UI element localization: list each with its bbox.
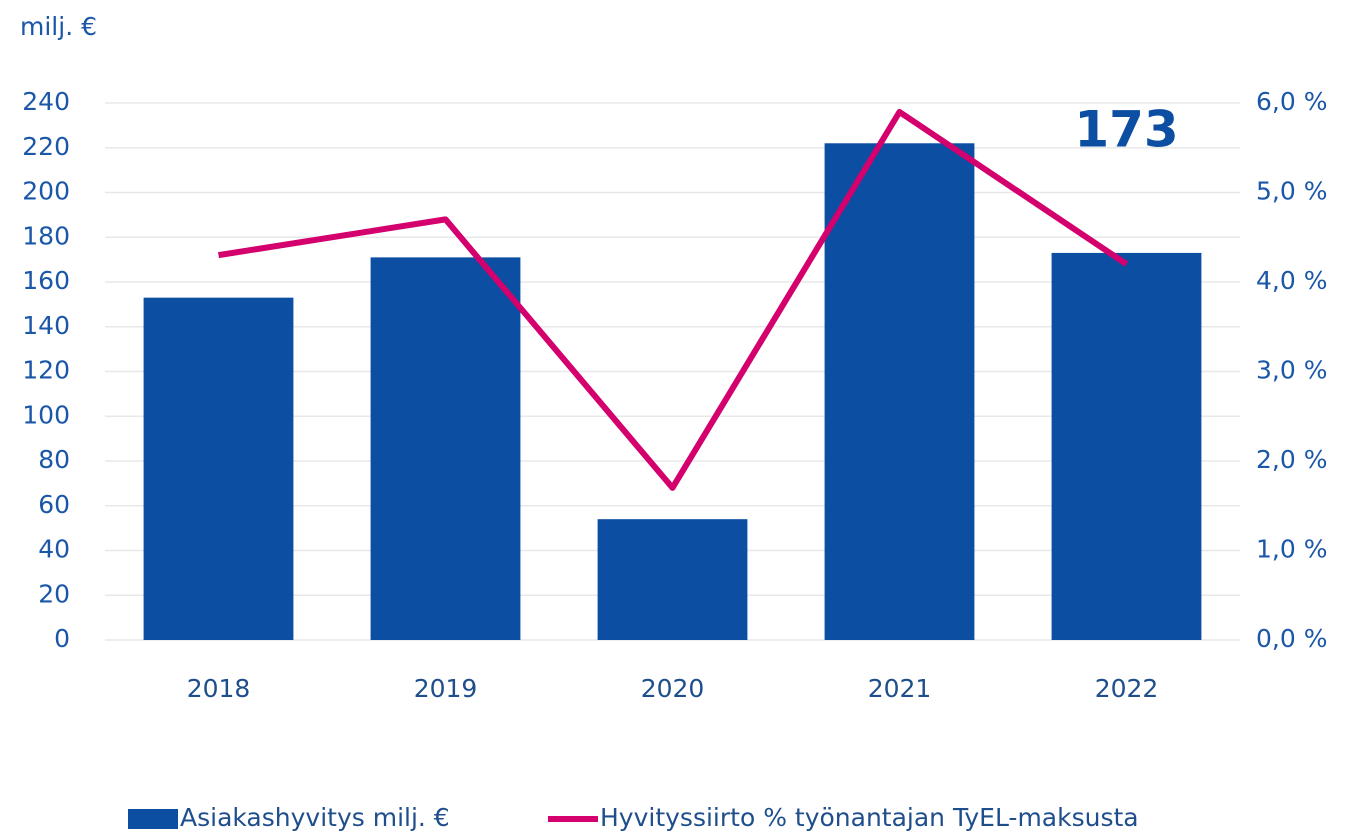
y-tick-label: 240 [22, 87, 70, 116]
annotation: 173 [1074, 101, 1178, 159]
legend-label: Hyvityssiirto % työnantajan TyEL-maksust… [600, 803, 1139, 832]
x-tick-label: 2019 [414, 674, 478, 703]
y-tick-label: 0 [54, 624, 70, 653]
y2-tick-label: 4,0 % [1256, 266, 1327, 295]
y-tick-label: 80 [38, 445, 70, 474]
y-tick-label: 200 [22, 177, 70, 206]
bar [1051, 252, 1202, 640]
legend-label: Asiakashyvitys milj. € [180, 803, 450, 832]
y-tick-label: 120 [22, 356, 70, 385]
y2-tick-label: 1,0 % [1256, 535, 1327, 564]
y2-tick-label: 5,0 % [1256, 177, 1327, 206]
y2-tick-label: 6,0 % [1256, 87, 1327, 116]
y-tick-label: 100 [22, 400, 70, 429]
y-tick-label: 20 [38, 579, 70, 608]
bar [597, 519, 748, 640]
bar [824, 143, 975, 640]
x-tick-label: 2021 [868, 674, 932, 703]
y-tick-label: 220 [22, 132, 70, 161]
bar [143, 297, 294, 640]
y-axis-label: milj. € [20, 12, 97, 41]
bar [370, 257, 521, 640]
line [218, 108, 1129, 491]
y-tick-label: 160 [22, 266, 70, 295]
y2-tick-label: 0,0 % [1256, 624, 1327, 653]
y-tick-label: 180 [22, 221, 70, 250]
x-tick-label: 2020 [641, 674, 705, 703]
y-tick-label: 40 [38, 535, 70, 564]
y2-tick-label: 2,0 % [1256, 445, 1327, 474]
legend-swatch [128, 809, 178, 829]
y-tick-label: 140 [22, 311, 70, 340]
y2-tick-label: 3,0 % [1256, 356, 1327, 385]
y-tick-label: 60 [38, 490, 70, 519]
x-tick-label: 2018 [187, 674, 251, 703]
x-tick-label: 2022 [1095, 674, 1159, 703]
